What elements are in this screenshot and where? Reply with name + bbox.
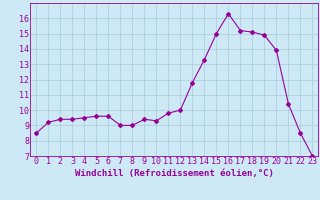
X-axis label: Windchill (Refroidissement éolien,°C): Windchill (Refroidissement éolien,°C) [75,169,274,178]
